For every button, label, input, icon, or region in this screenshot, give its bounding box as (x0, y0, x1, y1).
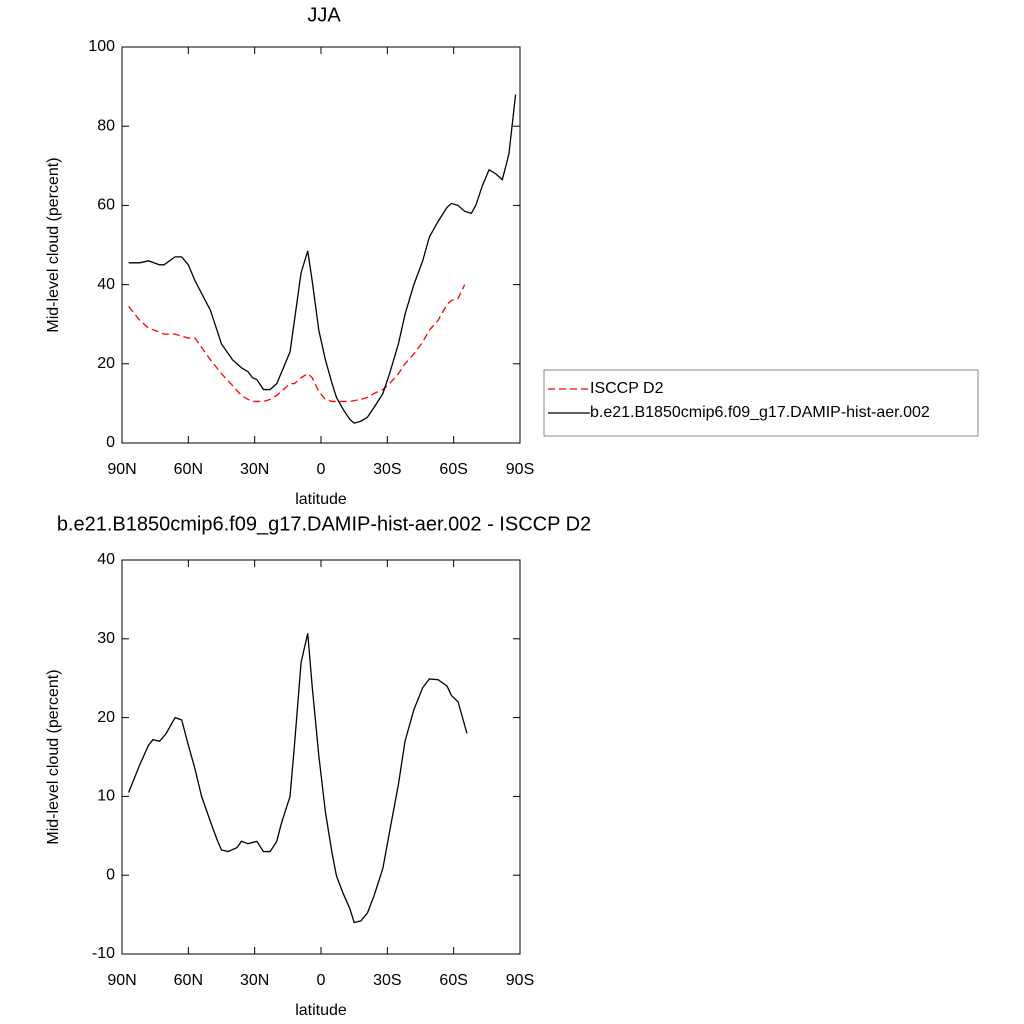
x-tick-label: 60N (174, 461, 203, 478)
y-tick-label: 30 (97, 630, 115, 647)
y-tick-label: 10 (97, 788, 115, 805)
chart-title: b.e21.B1850cmip6.f09_g17.DAMIP-hist-aer.… (57, 513, 591, 535)
x-tick-label: 30S (373, 461, 401, 478)
x-tick-label: 60S (439, 461, 467, 478)
plot-frame (121, 559, 521, 955)
y-axis-label: Mid-level cloud (percent) (45, 157, 62, 332)
y-tick-label: 100 (88, 38, 115, 55)
data-line (128, 94, 517, 424)
x-tick-label: 30N (240, 972, 269, 989)
legend-label: ISCCP D2 (590, 380, 664, 397)
y-axis-label: Mid-level cloud (percent) (45, 669, 62, 844)
x-tick-label: 60N (174, 972, 203, 989)
data-line (128, 633, 468, 924)
x-tick-label: 90N (107, 461, 136, 478)
y-tick-label: 40 (97, 551, 115, 568)
x-tick-label: 0 (317, 461, 326, 478)
legend-label: b.e21.B1850cmip6.f09_g17.DAMIP-hist-aer.… (590, 404, 930, 421)
y-tick-label: 80 (97, 117, 115, 134)
x-axis-label: latitude (295, 1002, 347, 1019)
y-tick-label: 40 (97, 276, 115, 293)
x-tick-label: 60S (439, 972, 467, 989)
y-tick-label: 60 (97, 197, 115, 214)
y-tick-label: 20 (97, 355, 115, 372)
y-tick-label: -10 (92, 945, 115, 962)
x-tick-label: 90S (506, 972, 534, 989)
legend-box (543, 369, 979, 437)
chart-title: JJA (307, 4, 341, 26)
y-tick-label: 0 (106, 434, 115, 451)
x-tick-label: 0 (317, 972, 326, 989)
plot-frame (121, 46, 521, 444)
x-axis-label: latitude (295, 491, 347, 508)
x-tick-label: 30N (240, 461, 269, 478)
x-tick-label: 90S (506, 461, 534, 478)
y-tick-label: 20 (97, 709, 115, 726)
x-tick-label: 90N (107, 972, 136, 989)
y-tick-label: 0 (106, 866, 115, 883)
x-tick-label: 30S (373, 972, 401, 989)
